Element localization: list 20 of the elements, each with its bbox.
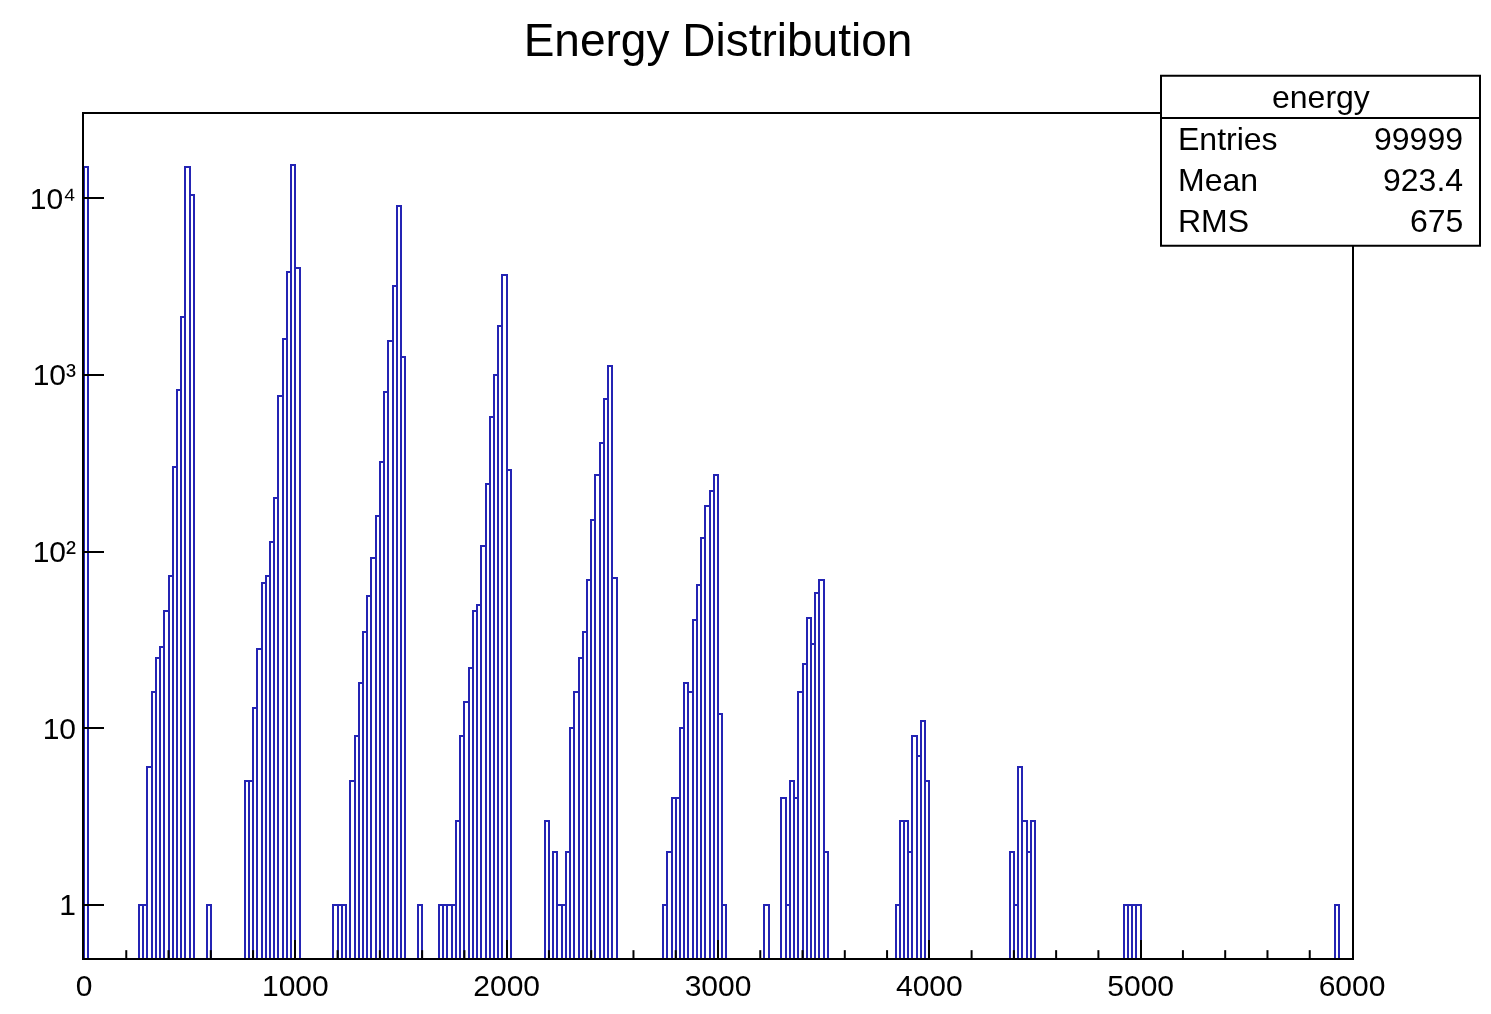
- x-tick-label: 5000: [1107, 969, 1175, 1002]
- annotation: energy: [1272, 79, 1370, 115]
- x-tick-label: 4000: [895, 969, 963, 1002]
- text: 99999: [1374, 121, 1463, 157]
- text: 923.4: [1383, 162, 1464, 198]
- annotation: Entries: [1178, 121, 1278, 157]
- annotation: RMS: [1178, 203, 1250, 239]
- text: 675: [1410, 203, 1464, 239]
- y-tick-label: 1: [59, 888, 76, 922]
- x-tick-label: 6000: [1318, 969, 1386, 1002]
- y-tick-label: 10: [42, 711, 76, 745]
- x-tick-label: 1000: [261, 969, 329, 1002]
- x-tick-label: 2000: [473, 969, 541, 1002]
- chart-title: Energy Distribution: [523, 14, 913, 67]
- annotation: Mean: [1178, 162, 1259, 198]
- y-tick-label: 10²: [32, 535, 77, 569]
- y-tick-label: 10³: [32, 358, 77, 392]
- x-tick-label: 0: [75, 969, 93, 1002]
- y-tick-label: 10⁴: [29, 181, 76, 215]
- x-tick-label: 3000: [684, 969, 752, 1002]
